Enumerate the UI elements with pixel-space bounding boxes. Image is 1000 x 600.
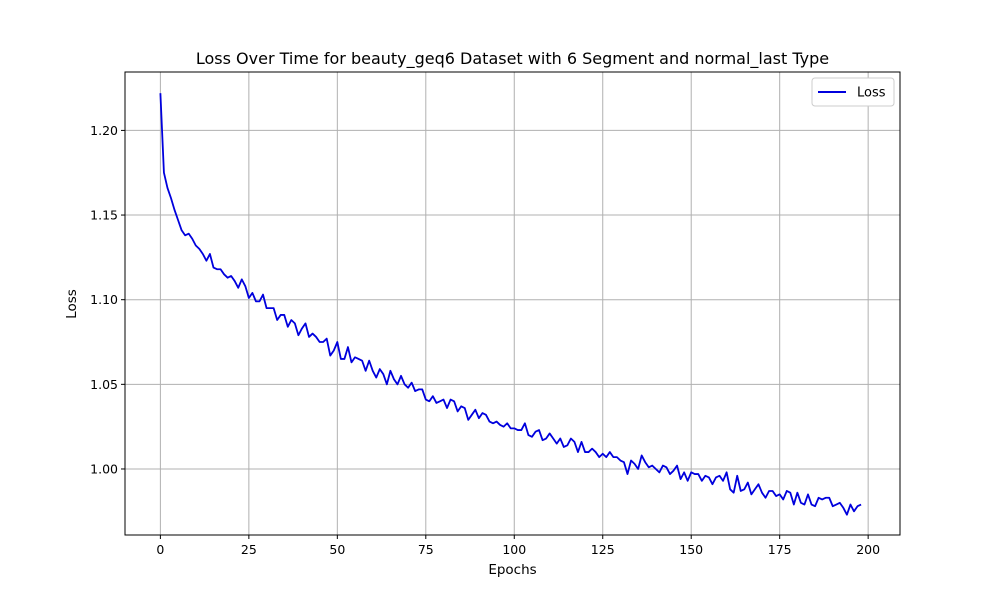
plot-frame	[124, 71, 901, 536]
y-tick-label: 1.10	[90, 292, 118, 307]
x-tick-label: 50	[329, 542, 345, 557]
y-tick-label: 1.20	[90, 123, 118, 138]
x-tick-label: 75	[418, 542, 434, 557]
x-tick-label: 175	[768, 542, 792, 557]
x-tick-label: 150	[679, 542, 703, 557]
x-tick-label: 0	[156, 542, 164, 557]
x-tick-label: 200	[856, 542, 880, 557]
x-tick-label: 25	[241, 542, 257, 557]
tick-layer: 0 25 50 75 100 125 150 175 200 1.00 1.05 1.10 1.15 1.…	[90, 123, 880, 557]
series-line-loss	[159, 93, 862, 516]
x-tick-label: 100	[502, 542, 526, 557]
legend: Loss	[811, 77, 895, 107]
y-tick-label: 1.15	[90, 208, 118, 223]
series-layer	[159, 93, 862, 516]
y-axis-title: Loss	[64, 289, 80, 319]
grid-layer	[125, 72, 900, 535]
legend-box	[811, 77, 895, 107]
chart-title: Loss Over Time for beauty_geq6 Dataset w…	[196, 49, 829, 69]
x-tick-label: 125	[591, 542, 615, 557]
y-tick-label: 1.05	[90, 377, 118, 392]
legend-label-loss: Loss	[857, 86, 886, 101]
y-tick-label: 1.00	[90, 461, 118, 476]
x-axis-title: Epochs	[488, 562, 536, 578]
